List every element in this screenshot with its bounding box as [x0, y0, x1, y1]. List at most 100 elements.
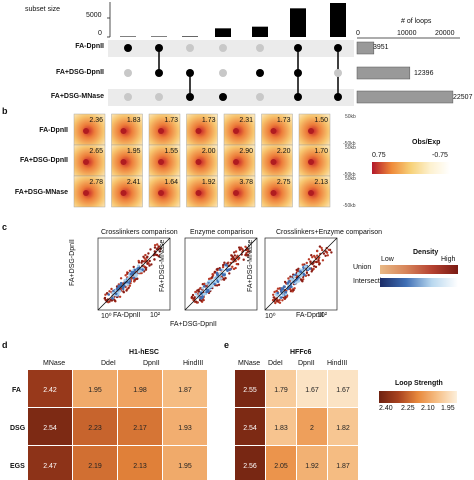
scatter-point-union	[238, 248, 242, 251]
apa-scale-top: 50kb	[345, 114, 356, 120]
apa-heatmaps: 2.36 1.83 1.73 1.73 2.31 1.73 1.50 50kb-50kb2.6…	[73, 113, 356, 209]
scatter-point-union	[292, 288, 295, 292]
scatter-title-2: Crosslinkers+Enzyme comparison	[276, 229, 383, 236]
scatter-point-union	[295, 268, 298, 272]
scatter-point-union	[318, 263, 321, 266]
scatter-point-union	[301, 263, 304, 266]
apa-cell	[148, 175, 181, 208]
heatmap-row-1: DSG	[10, 425, 26, 432]
scatter-point-intersection	[293, 275, 296, 279]
matrix-dot	[294, 44, 302, 52]
heatmap-value: 2.17	[133, 425, 147, 432]
apa-scale-top: 50kb	[345, 145, 356, 151]
apa-value: 2.65	[89, 148, 103, 155]
apa-center-dot	[83, 128, 89, 134]
row-stripe	[108, 40, 354, 57]
matrix-dot	[155, 69, 163, 77]
scatter-point-union	[213, 270, 217, 274]
row-label-fa-dsg-mnase: FA+DSG-MNase	[50, 93, 104, 100]
matrix-dot	[334, 44, 342, 52]
matrix-dot	[124, 44, 132, 52]
apa-cell	[111, 113, 143, 146]
scatter-point-intersection	[213, 282, 216, 286]
scatter-point-intersection	[308, 267, 312, 270]
scatter-point-union	[321, 259, 325, 262]
matrix-dot	[155, 93, 163, 101]
heatmap-value: 1.98	[133, 387, 147, 394]
scatter-point-intersection	[200, 296, 204, 299]
heatmap-cell	[266, 408, 296, 445]
intersection-bar	[290, 8, 306, 38]
apa-value: 1.95	[127, 148, 141, 155]
apa-value: 2.75	[277, 179, 291, 186]
heatmap-e-col-3: HindIII	[327, 360, 348, 367]
scatter-point-union	[313, 265, 316, 268]
scatter-point-intersection	[295, 281, 298, 284]
apa-cell	[148, 144, 181, 177]
matrix-dot	[186, 69, 194, 77]
scatter-point-intersection	[210, 279, 213, 283]
density-high: High	[441, 256, 456, 263]
scatter-point-union	[237, 258, 240, 261]
scatter-point-union	[240, 247, 244, 250]
heatmap-cell	[328, 370, 358, 407]
scatter-point-intersection	[221, 268, 224, 271]
scatter-point-union	[103, 296, 107, 300]
scatter-point-union	[144, 253, 147, 257]
scatter-point-union	[244, 245, 247, 248]
scatter-point-union	[153, 244, 157, 247]
scatter-tick-high-0: 10²	[150, 312, 161, 319]
apa-cell	[186, 175, 218, 208]
heatmap-e-col-2: DpnII	[298, 360, 315, 367]
heatmap-cell	[297, 370, 327, 407]
apa-row-label-2: FA+DSG-MNase	[14, 189, 68, 196]
heatmap-cell	[266, 370, 296, 407]
scatter-point-intersection	[131, 271, 134, 274]
scatter-point-union	[221, 265, 225, 269]
matrix-dot	[186, 44, 194, 52]
heatmap-cell	[28, 370, 72, 407]
heatmap-row-0: FA	[12, 387, 21, 394]
scatter-point-intersection	[281, 287, 285, 291]
apa-scale-top: 50kb	[345, 176, 356, 182]
scatter-point-union	[228, 272, 231, 275]
panel-letter-d: d	[2, 340, 8, 350]
apa-center-dot	[120, 128, 127, 134]
apa-center-dot	[158, 190, 164, 196]
scatter-point-union	[191, 293, 195, 297]
scatter-point-intersection	[129, 272, 133, 276]
scatter-point-intersection	[284, 290, 288, 294]
apa-row-label-1: FA+DSG-DpnII	[19, 157, 68, 164]
scatter-point-union	[314, 265, 318, 269]
apa-center-dot	[308, 190, 314, 196]
heatmap-value: 2.23	[88, 425, 102, 432]
apa-cell	[223, 144, 256, 177]
loop-strength-tick-1: 2.25	[401, 405, 415, 412]
scatter-point-union	[281, 299, 284, 302]
apa-cell	[298, 175, 331, 208]
scatter-point-intersection	[137, 264, 140, 268]
intersection-bar	[151, 36, 167, 37]
scatter-point-union	[153, 258, 156, 261]
scatter-point-intersection	[205, 290, 208, 294]
apa-cell	[148, 113, 181, 146]
scatter-point-intersection	[117, 292, 120, 296]
scatter-point-intersection	[287, 280, 291, 283]
scatter-point-union	[322, 252, 326, 255]
scatter-point-union	[310, 270, 313, 273]
heatmap-cell	[297, 408, 327, 445]
scatter-point-union	[287, 277, 290, 280]
scatter-point-intersection	[132, 276, 135, 280]
scatter-point-intersection	[292, 280, 296, 284]
scatter-point-union	[203, 282, 206, 285]
apa-cell	[261, 144, 293, 177]
scatter-point-union	[146, 262, 149, 265]
scatter-point-union	[293, 287, 296, 290]
apa-value: 2.41	[127, 179, 141, 186]
scatter-point-intersection	[205, 282, 208, 286]
scatter-point-union	[285, 295, 289, 298]
panel-letter-b: b	[2, 106, 8, 116]
scatter-point-union	[197, 288, 200, 291]
scatter-point-union	[119, 277, 123, 280]
scatter-point-union	[148, 259, 151, 263]
